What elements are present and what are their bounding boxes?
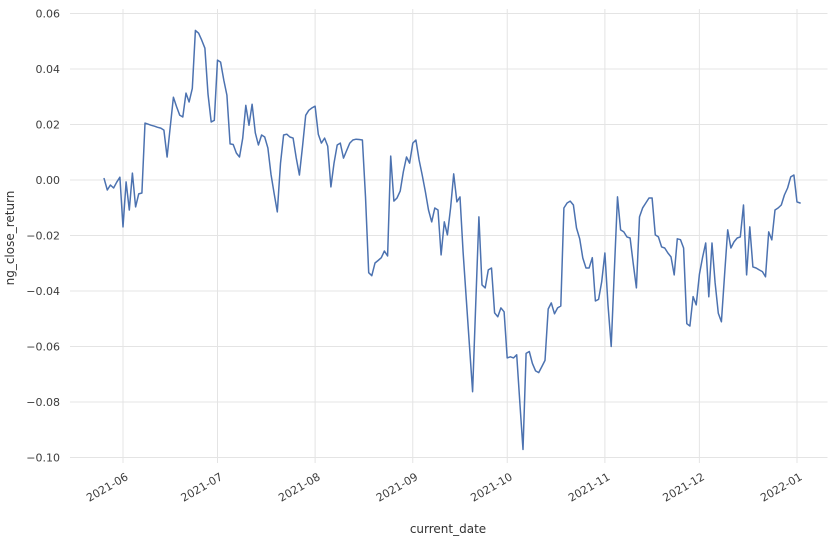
x-tick-label: 2021-12 xyxy=(661,470,707,504)
y-tick-label: 0.00 xyxy=(36,174,61,187)
y-tick-label: −0.06 xyxy=(26,341,60,354)
y-tick-label: −0.02 xyxy=(26,230,60,243)
x-tick-label: 2021-10 xyxy=(468,470,514,504)
x-tick-label: 2021-08 xyxy=(276,470,322,504)
y-tick-label: −0.08 xyxy=(26,396,60,409)
x-tick-label: 2021-07 xyxy=(179,470,225,504)
y-tick-label: −0.04 xyxy=(26,285,60,298)
y-tick-label: 0.02 xyxy=(36,119,61,132)
y-tick-label: 0.06 xyxy=(36,8,61,21)
x-tick-label: 2021-09 xyxy=(374,470,420,504)
x-tick-label: 2022-01 xyxy=(758,470,804,504)
y-axis-title: ng_close_return xyxy=(3,191,17,286)
series-layer xyxy=(103,29,801,451)
y-tick-label: 0.04 xyxy=(36,63,61,76)
ng-close-return-line xyxy=(103,29,801,451)
tick-labels-layer: 0.06 0.04 0.02 0.00 −0.02 −0.04 −0.06 −0.08 −0.1… xyxy=(26,8,804,505)
y-tick-label: −0.10 xyxy=(26,452,60,465)
x-tick-label: 2021-06 xyxy=(84,470,130,504)
gridlines-layer xyxy=(70,9,828,463)
x-axis-title: current_date xyxy=(410,522,486,536)
x-tick-label: 2021-11 xyxy=(566,470,612,504)
